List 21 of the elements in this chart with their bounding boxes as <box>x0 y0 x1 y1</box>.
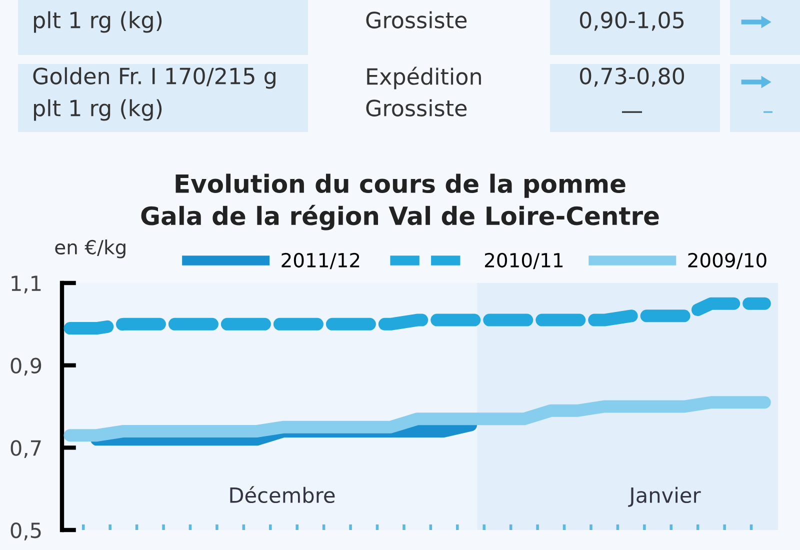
legend-label: 2009/10 <box>688 252 766 270</box>
text: 0,73-0,80 <box>580 68 684 87</box>
text: Grossiste <box>366 11 467 28</box>
y-tick-label: 0,5 <box>10 522 41 540</box>
text: plt 1 rg (kg) <box>34 11 162 33</box>
annotation: Décembre <box>230 486 335 504</box>
y-tick-label: 0,9 <box>10 358 42 376</box>
chart-title: Evolution du cours de la pomme Gala de la région Val de Loire-Centre <box>141 174 659 230</box>
y-tick-label: 1,1 <box>12 276 41 294</box>
text: Golden Fr. I 170/215 g <box>33 67 276 89</box>
text: plt 1 rg (kg) <box>34 99 162 121</box>
y-tick-label: 0,7 <box>10 440 41 458</box>
text: — <box>622 111 642 113</box>
text: – <box>764 111 772 113</box>
text: Grossiste <box>366 99 467 116</box>
legend-label: 2011/12 <box>282 252 360 270</box>
legend-label: 2010/11 <box>484 252 563 270</box>
y-axis-title: en €/kg <box>55 239 126 258</box>
text: Expédition <box>367 66 481 90</box>
annotation: Janvier <box>628 486 701 507</box>
text: 0,90-1,05 <box>580 12 684 31</box>
